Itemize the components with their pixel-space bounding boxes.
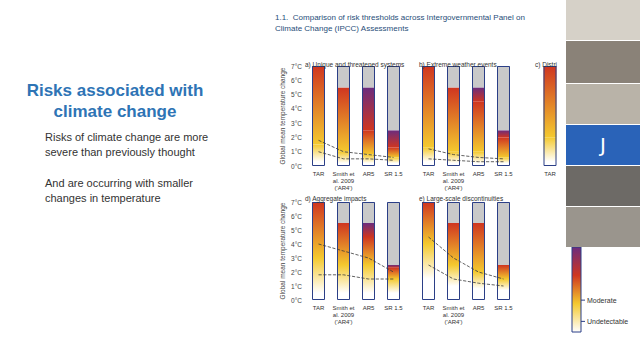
svg-text:e) Large-scale discontinuities: e) Large-scale discontinuities	[419, 195, 504, 203]
html-text:J: J	[600, 133, 606, 157]
svg-text:Smith et: Smith et	[332, 171, 354, 177]
svg-text:7°C: 7°C	[291, 199, 302, 206]
svg-text:('AR4'): ('AR4')	[335, 319, 353, 325]
svg-text:al. 2009: al. 2009	[443, 312, 465, 318]
svg-text:Global mean temperature change: Global mean temperature change	[279, 67, 287, 164]
svg-text:TAR: TAR	[313, 305, 325, 311]
svg-text:Climate Change (IPCC) Assessme: Climate Change (IPCC) Assessments	[275, 24, 408, 33]
svg-text:0°C: 0°C	[291, 297, 302, 304]
svg-text:SR 1.5: SR 1.5	[384, 171, 403, 177]
svg-text:b) Extreme weather events: b) Extreme weather events	[419, 61, 497, 69]
svg-text:7°C: 7°C	[291, 63, 302, 70]
svg-text:1.1. Comparison of risk thres: 1.1. Comparison of risk thresholds acros…	[275, 13, 525, 22]
svg-text:TAR: TAR	[544, 171, 556, 177]
svg-text:Moderate: Moderate	[587, 297, 617, 304]
svg-text:2°C: 2°C	[291, 134, 302, 141]
svg-text:Smith et: Smith et	[332, 305, 354, 311]
svg-text:6°C: 6°C	[291, 213, 302, 220]
svg-text:1°C: 1°C	[291, 148, 302, 155]
svg-text:a) Unique and threatened syste: a) Unique and threatened systems	[305, 61, 405, 69]
svg-text:5°C: 5°C	[291, 227, 302, 234]
svg-text:4°C: 4°C	[291, 241, 302, 248]
svg-text:al. 2009: al. 2009	[333, 178, 355, 184]
svg-text:2°C: 2°C	[291, 269, 302, 276]
svg-text:0°C: 0°C	[291, 163, 302, 170]
svg-text:c) Distri: c) Distri	[535, 61, 557, 69]
svg-text:AR5: AR5	[363, 305, 375, 311]
svg-text:Global mean temperature change: Global mean temperature change	[279, 202, 287, 299]
svg-text:5°C: 5°C	[291, 91, 302, 98]
svg-text:4°C: 4°C	[291, 105, 302, 112]
svg-text:3°C: 3°C	[291, 255, 302, 262]
svg-text:('AR4'): ('AR4')	[445, 319, 463, 325]
svg-text:6°C: 6°C	[291, 77, 302, 84]
svg-text:al. 2009: al. 2009	[443, 178, 465, 184]
svg-text:d) Aggregate impacts: d) Aggregate impacts	[305, 195, 367, 203]
html-text:And are occurring with smaller: And are occurring with smaller changes i…	[45, 177, 193, 204]
svg-text:('AR4'): ('AR4')	[445, 185, 463, 191]
svg-text:TAR: TAR	[423, 171, 435, 177]
html-text:Risks of climate change are mo: Risks of climate change are more severe …	[45, 131, 209, 158]
svg-text:Smith et: Smith et	[442, 171, 464, 177]
svg-text:Undetectable: Undetectable	[587, 318, 628, 325]
svg-text:AR5: AR5	[363, 171, 375, 177]
svg-text:SR 1.5: SR 1.5	[494, 305, 513, 311]
svg-text:Smith et: Smith et	[442, 305, 464, 311]
svg-text:AR5: AR5	[473, 171, 485, 177]
svg-text:('AR4'): ('AR4')	[335, 185, 353, 191]
svg-text:1°C: 1°C	[291, 283, 302, 290]
svg-text:SR 1.5: SR 1.5	[494, 171, 513, 177]
svg-text:TAR: TAR	[423, 305, 435, 311]
svg-text:al. 2009: al. 2009	[333, 312, 355, 318]
svg-text:TAR: TAR	[313, 171, 325, 177]
html-text:Risks associated with climate: Risks associated with climate change	[26, 81, 204, 121]
svg-text:AR5: AR5	[473, 305, 485, 311]
svg-text:SR 1.5: SR 1.5	[384, 305, 403, 311]
svg-text:3°C: 3°C	[291, 120, 302, 127]
